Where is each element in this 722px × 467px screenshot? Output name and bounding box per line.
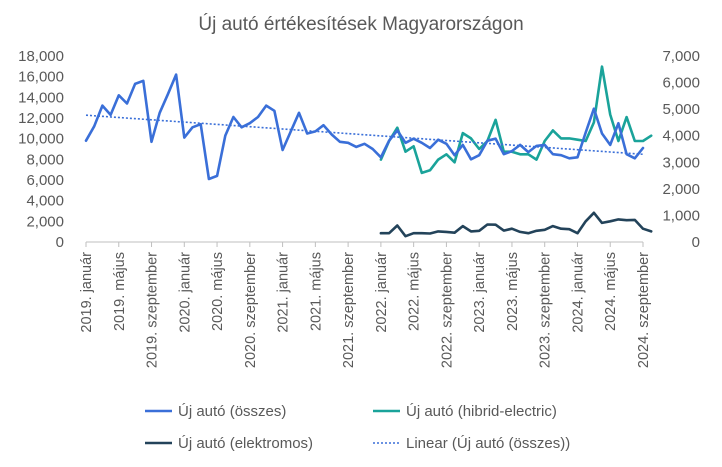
x-tick-label: 2022. szeptember [439, 252, 455, 368]
trendline-series [85, 114, 644, 156]
x-tick-label: 2021. május [308, 252, 324, 331]
x-tick-label: 2021. január [276, 252, 292, 333]
x-tick-label: 2020. január [177, 252, 193, 333]
y-right-tick-label: 7,000 [662, 48, 700, 65]
legend: Új autó (összes) Új autó (hibrid-electric… [145, 403, 570, 452]
y-right-tick-label: 2,000 [662, 181, 700, 198]
series-line-total [84, 73, 645, 181]
y-right-tick-label: 4,000 [662, 128, 700, 145]
x-tick-label: 2022. január [374, 252, 390, 333]
x-tick-label: 2019. szeptember [145, 252, 161, 368]
y-right-tick-label: 5,000 [662, 101, 700, 118]
legend-label: Új autó (összes) [178, 403, 286, 420]
y-left-tick-label: 4,000 [26, 193, 64, 210]
plot-area [84, 65, 653, 238]
x-tick-label: 2024. január [570, 252, 586, 333]
y-left-tick-label: 2,000 [26, 213, 64, 230]
legend-label: Új autó (elektromos) [178, 435, 313, 452]
legend-label: Új autó (hibrid-electric) [406, 403, 557, 420]
x-tick-label: 2020. május [210, 252, 226, 331]
y-left-tick-label: 8,000 [26, 151, 64, 168]
y-right-tick-label: 3,000 [662, 154, 700, 171]
series-line-electric [379, 211, 653, 238]
x-tick-label: 2024. szeptember [636, 252, 652, 368]
y-left-tick-label: 10,000 [18, 131, 64, 148]
chart-title: Új autó értékesítések Magyarországon [198, 13, 523, 35]
legend-item: Új autó (összes) [145, 403, 286, 420]
y-right-tick-label: 6,000 [662, 75, 700, 92]
y-left-tick-label: 16,000 [18, 69, 64, 86]
y-left-tick-label: 6,000 [26, 172, 64, 189]
y-left-tick-label: 18,000 [18, 48, 64, 65]
x-tick-label: 2020. szeptember [243, 252, 259, 368]
x-tick-label: 2024. május [603, 252, 619, 331]
x-tick-label: 2023. szeptember [538, 252, 554, 368]
x-tick-label: 2021. szeptember [341, 252, 357, 368]
y-right-tick-label: 0 [692, 234, 700, 251]
x-tick-label: 2019. május [112, 252, 128, 331]
x-tick-label: 2022. május [407, 252, 423, 331]
y-left-tick-label: 0 [56, 234, 64, 251]
legend-item: Linear (Új autó (összes)) [373, 435, 570, 452]
legend-item: Új autó (elektromos) [145, 435, 313, 452]
axes: 0 2,000 4,000 6,000 8,000 10,000 12,000 14,000 1… [18, 48, 700, 368]
legend-label: Linear (Új autó (összes)) [406, 435, 570, 452]
legend-item: Új autó (hibrid-electric) [373, 403, 557, 420]
y-left-tick-label: 12,000 [18, 110, 64, 127]
x-tick-label: 2023. május [505, 252, 521, 331]
x-tick-label: 2023. január [472, 252, 488, 333]
y-right-tick-label: 1,000 [662, 207, 700, 224]
y-left-tick-label: 14,000 [18, 89, 64, 106]
x-tick-label: 2019. január [79, 252, 95, 333]
series-line-hybrid [379, 65, 653, 175]
